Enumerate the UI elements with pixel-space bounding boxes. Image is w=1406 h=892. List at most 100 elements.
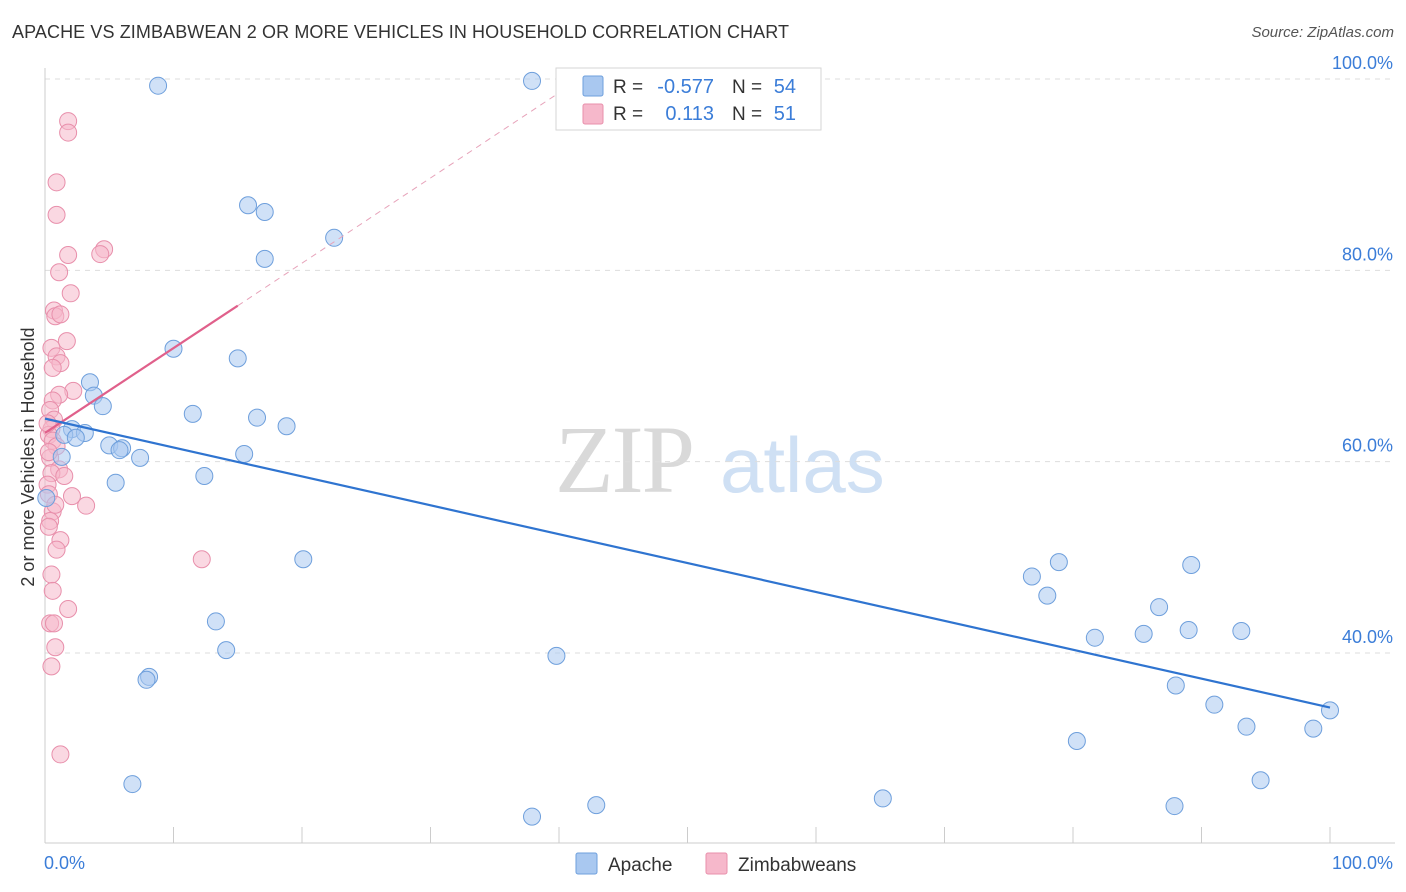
apache-point-27 [294, 550, 313, 569]
apache-point-11 [183, 404, 202, 423]
apache-point-25 [106, 473, 125, 492]
apache-point-28 [206, 612, 225, 631]
apache-point-48 [1321, 701, 1339, 720]
zimbabweans-point-35 [39, 517, 58, 536]
zimbabweans-point-12 [57, 332, 76, 351]
apache-point-13 [277, 417, 296, 436]
apache-point-33 [123, 775, 142, 794]
apache-point-24 [195, 467, 214, 486]
zimbabweans-point-4 [59, 246, 78, 265]
zimbabweans-point-31 [62, 487, 81, 506]
apache-point-51 [1067, 732, 1086, 751]
y-tick-label-100: 100.0% [1332, 53, 1393, 73]
apache-points [37, 71, 1339, 826]
zimbabweans-point-1 [59, 123, 78, 142]
apache-point-34 [523, 807, 542, 826]
apache-point-38 [1049, 553, 1068, 572]
legend-r-value-zimbabweans: 0.113 [665, 103, 714, 125]
zimbabweans-point-11 [51, 305, 70, 324]
apache-point-20 [110, 441, 129, 460]
apache-point-39 [1182, 555, 1201, 574]
zimbabweans-points [38, 112, 211, 764]
apache-point-5 [255, 249, 274, 268]
zimbabweans-point-37 [47, 540, 66, 559]
apache-point-32 [137, 670, 156, 689]
legend-r-label-apache: R = [613, 77, 643, 98]
legend-r-value-apache: -0.577 [657, 76, 714, 98]
legend-r-label-zimbabweans: R = [613, 104, 643, 125]
apache-point-10 [93, 397, 112, 416]
zimbabweans-point-44 [42, 657, 61, 676]
apache-point-44 [1179, 621, 1198, 640]
legend-n-label-apache: N = [732, 77, 762, 98]
apache-point-30 [547, 646, 566, 665]
apache-point-45 [1232, 621, 1251, 640]
x-tick-label-max: 100.0% [1332, 853, 1393, 873]
legend-n-value-apache: 54 [774, 76, 796, 98]
zimbabweans-point-38 [192, 550, 211, 569]
apache-point-41 [1150, 598, 1169, 617]
chart-title: APACHE VS ZIMBABWEAN 2 OR MORE VEHICLES … [12, 22, 790, 42]
apache-point-26 [37, 489, 56, 508]
watermark: ZIP atlas [555, 406, 885, 513]
apache-point-43 [1085, 628, 1104, 647]
zimbabweans-point-46 [38, 414, 57, 433]
legend-n-value-zimbabweans: 51 [774, 103, 796, 125]
series-legend-label-zimbabweans: Zimbabweans [738, 855, 856, 876]
apache-point-12 [248, 408, 267, 427]
apache-point-50 [1304, 719, 1323, 738]
zimbabweans-point-39 [42, 565, 61, 584]
apache-point-35 [587, 796, 606, 815]
apache-point-23 [52, 447, 71, 466]
y-tick-label-60: 60.0% [1342, 436, 1393, 456]
zimbabweans-point-45 [51, 745, 70, 764]
apache-point-46 [1166, 676, 1185, 695]
apache-point-21 [131, 448, 150, 467]
apache-point-22 [235, 445, 254, 464]
correlation-legend: R = -0.577 N = 54 R = 0.113 N = 51 [555, 67, 822, 131]
gridlines [45, 78, 1395, 654]
legend-swatch-zimbabweans [582, 103, 604, 125]
apache-point-47 [1205, 695, 1224, 714]
zimbabweans-point-16 [43, 358, 62, 377]
apache-point-49 [1237, 717, 1256, 736]
zimbabweans-point-48 [55, 467, 74, 486]
zimbabweans-trend-line [44, 304, 239, 434]
series-legend-swatch-zimbabweans [705, 852, 728, 875]
apache-point-0 [149, 76, 168, 95]
apache-point-53 [1165, 797, 1184, 816]
zimbabweans-point-42 [44, 614, 63, 633]
series-legend-swatch-apache [575, 852, 598, 875]
zimbabweans-trend-dashed [237, 88, 566, 307]
apache-point-36 [873, 789, 892, 808]
y-tick-label-40: 40.0% [1342, 627, 1393, 647]
y-axis-tick-labels: 40.0% 60.0% 80.0% 100.0% [1332, 53, 1393, 647]
x-tick-label-min: 0.0% [44, 853, 85, 873]
apache-point-42 [1134, 624, 1153, 643]
apache-point-29 [217, 641, 236, 660]
zimbabweans-point-40 [59, 599, 78, 618]
x-axis-ticks [173, 827, 1331, 843]
apache-point-17 [66, 428, 85, 447]
apache-point-3 [255, 202, 274, 221]
apache-point-4 [325, 228, 344, 247]
legend-swatch-apache [582, 75, 604, 97]
apache-point-7 [228, 349, 247, 368]
apache-point-40 [1038, 586, 1057, 605]
apache-point-2 [239, 196, 258, 215]
zimbabweans-point-32 [77, 496, 96, 515]
series-legend-label-apache: Apache [608, 855, 672, 876]
series-legend: Apache Zimbabweans [575, 852, 856, 876]
apache-point-37 [1022, 567, 1041, 586]
legend-n-label-zimbabweans: N = [732, 104, 762, 125]
zimbabweans-point-43 [46, 638, 65, 657]
watermark-atlas: atlas [720, 421, 885, 509]
zimbabweans-point-3 [47, 205, 66, 224]
apache-trend-line [44, 417, 1331, 709]
watermark-zip: ZIP [555, 406, 693, 513]
y-tick-label-80: 80.0% [1342, 244, 1393, 264]
zimbabweans-point-50 [43, 581, 62, 600]
apache-point-1 [523, 71, 542, 90]
apache-point-52 [1251, 771, 1270, 790]
